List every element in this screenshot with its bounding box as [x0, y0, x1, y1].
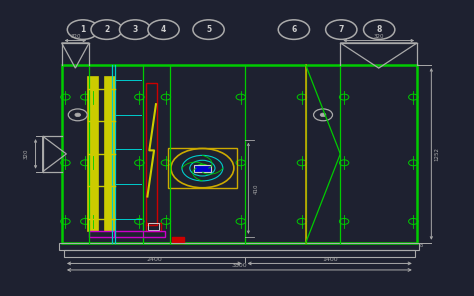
Bar [194, 165, 211, 172]
Text: 6: 6 [291, 25, 297, 34]
Circle shape [75, 113, 81, 117]
Circle shape [326, 20, 357, 39]
Circle shape [278, 20, 310, 39]
Text: 1400: 1400 [322, 257, 337, 262]
Bar [148, 223, 159, 230]
Text: 3800: 3800 [232, 263, 247, 268]
Text: 2400: 2400 [146, 257, 162, 262]
Text: 8: 8 [376, 25, 382, 34]
Circle shape [91, 20, 122, 39]
Text: 8: 8 [419, 243, 423, 248]
Circle shape [119, 20, 151, 39]
Circle shape [148, 20, 179, 39]
Text: 320: 320 [70, 34, 81, 39]
Circle shape [193, 20, 224, 39]
Text: 1: 1 [80, 25, 86, 34]
Circle shape [68, 109, 87, 121]
Bar [105, 77, 115, 231]
Bar [89, 231, 165, 237]
Circle shape [320, 113, 326, 117]
Bar [88, 77, 98, 231]
Bar [146, 83, 157, 225]
Bar [62, 65, 417, 243]
Text: 3: 3 [132, 25, 138, 34]
Text: 7: 7 [338, 25, 344, 34]
Bar [146, 223, 161, 231]
Bar [59, 243, 419, 250]
Text: 2: 2 [104, 25, 109, 34]
Bar [172, 237, 184, 243]
Bar [168, 149, 237, 188]
Circle shape [67, 20, 99, 39]
Text: 410: 410 [254, 183, 259, 194]
Text: 320: 320 [374, 34, 384, 39]
Circle shape [364, 20, 395, 39]
Text: 320: 320 [24, 149, 28, 159]
Text: 5: 5 [206, 25, 211, 34]
Text: 4: 4 [161, 25, 166, 34]
Text: 1252: 1252 [435, 147, 439, 161]
Bar [64, 250, 415, 257]
Circle shape [313, 109, 333, 121]
